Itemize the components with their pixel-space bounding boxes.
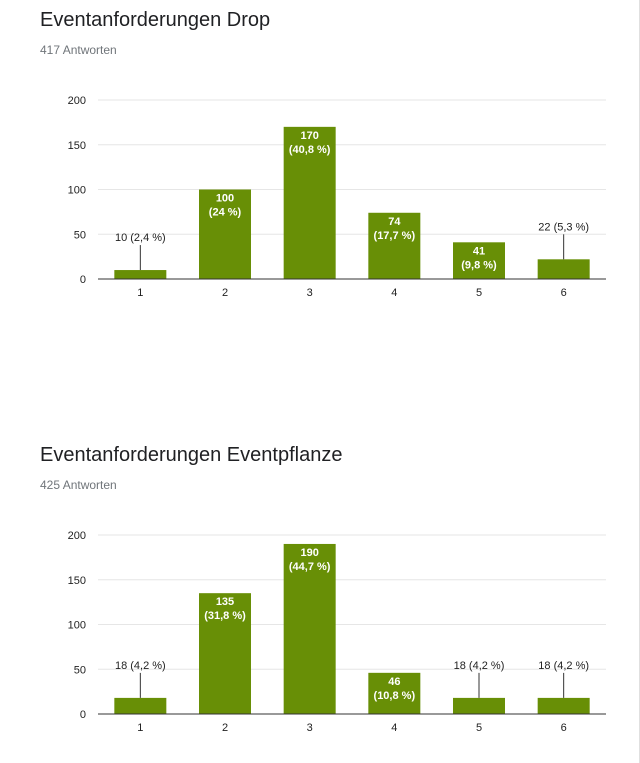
- data-label: (24 %): [209, 207, 242, 219]
- y-tick-label: 100: [68, 620, 86, 632]
- y-tick-label: 0: [80, 274, 86, 286]
- data-label: 10 (2,4 %): [115, 232, 166, 244]
- x-tick-label: 2: [222, 722, 228, 734]
- data-label: 190: [300, 547, 318, 559]
- y-tick-label: 200: [68, 95, 86, 107]
- bar: [114, 270, 167, 279]
- chart-2-title: Eventanforderungen Eventpflanze: [40, 444, 343, 466]
- data-label: 100: [216, 193, 234, 205]
- chart-1-subtitle: 417 Antworten: [40, 43, 117, 57]
- x-tick-label: 1: [137, 287, 143, 299]
- chart-2-bar-chart: 0 50 100 150 200 1 18 (4,2 %) 2 135 (31,8 %) 3 190 (…: [68, 530, 606, 734]
- data-label: (40,8 %): [289, 144, 331, 156]
- y-tick-label: 100: [68, 185, 86, 197]
- data-label: 18 (4,2 %): [538, 660, 589, 672]
- data-label: (10,8 %): [374, 690, 416, 702]
- x-tick-label: 4: [391, 722, 397, 734]
- x-tick-label: 5: [476, 722, 482, 734]
- data-label: (31,8 %): [204, 610, 246, 622]
- bar: [199, 593, 251, 714]
- x-tick-label: 3: [307, 722, 313, 734]
- y-tick-label: 50: [74, 229, 86, 241]
- chart-1-title: Eventanforderungen Drop: [40, 9, 271, 31]
- y-tick-label: 0: [80, 709, 86, 721]
- data-label: (17,7 %): [374, 230, 416, 242]
- bar: [368, 672, 421, 714]
- data-label: (44,7 %): [289, 561, 331, 573]
- data-label: 18 (4,2 %): [115, 660, 166, 672]
- x-tick-label: 4: [391, 287, 397, 299]
- bar: [114, 697, 167, 714]
- bar: [537, 697, 590, 714]
- data-label: 18 (4,2 %): [454, 660, 505, 672]
- bar: [453, 242, 505, 279]
- y-tick-label: 50: [74, 664, 86, 676]
- y-tick-label: 150: [68, 140, 86, 152]
- chart-2-subtitle: 425 Antworten: [40, 478, 117, 492]
- bar: [283, 543, 336, 714]
- y-tick-label: 200: [68, 530, 86, 542]
- bar: [368, 212, 421, 279]
- x-tick-label: 3: [307, 287, 313, 299]
- data-label: 74: [388, 216, 401, 228]
- x-tick-label: 2: [222, 287, 228, 299]
- data-label: 46: [388, 676, 400, 688]
- data-label: 22 (5,3 %): [538, 221, 589, 233]
- y-tick-label: 150: [68, 575, 86, 587]
- x-tick-label: 1: [137, 722, 143, 734]
- bar: [453, 697, 505, 714]
- data-label: 135: [216, 596, 234, 608]
- data-label: 170: [300, 130, 318, 142]
- bar: [537, 259, 590, 279]
- x-tick-label: 6: [561, 287, 567, 299]
- x-tick-label: 5: [476, 287, 482, 299]
- x-tick-label: 6: [561, 722, 567, 734]
- data-label: (9,8 %): [461, 259, 497, 271]
- data-label: 41: [473, 245, 485, 257]
- bar: [199, 189, 251, 279]
- chart-1-bar-chart: 0 50 100 150 200 1 10 (2,4 %) 2 100 (24 %) 3 170 (40…: [68, 95, 606, 299]
- bar: [283, 126, 336, 279]
